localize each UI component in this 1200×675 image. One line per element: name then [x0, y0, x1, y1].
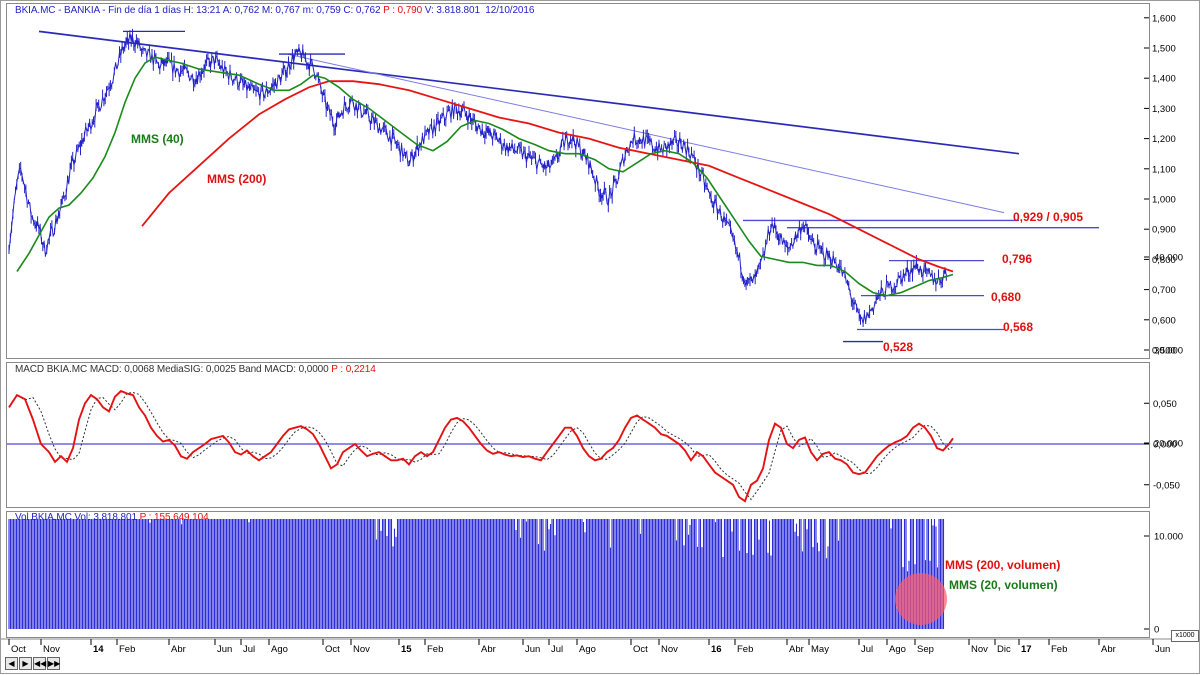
price-y-tick-label: 0,900 — [1152, 225, 1176, 236]
x-tick-label: Nov — [353, 644, 370, 655]
x-tick-label: Feb — [427, 644, 443, 655]
macd-header: MACD BKIA.MC MACD: 0,0068 MediaSIG: 0,00… — [15, 364, 376, 375]
volume-mms200-line — [129, 192, 939, 406]
price-y-tick-label: 1,500 — [1152, 44, 1176, 55]
x-tick-label: Abr — [171, 644, 186, 655]
x-tick-label: 15 — [401, 644, 412, 655]
level-label: 0,796 — [1002, 252, 1032, 266]
volume-y-tick-label: 40.000 — [1154, 253, 1183, 264]
volume-header-p: P : 155.649.104 — [139, 512, 209, 523]
price-y-axis: 1,600 1,500 1,400 1,300 1,200 1,100 1,000 0,900… — [1144, 13, 1176, 357]
level-label: 0,528 — [883, 340, 913, 354]
price-y-tick-label: 1,300 — [1152, 104, 1176, 115]
price-header-text: BKIA.MC - BANKIA - Fin de día 1 días H: … — [15, 5, 381, 16]
level-label: 0,568 — [1003, 320, 1033, 334]
x-tick-label: Feb — [1051, 644, 1067, 655]
x-tick-label: Abr — [789, 644, 804, 655]
x-tick-label: Oct — [325, 644, 340, 655]
highlight-circle — [895, 573, 947, 625]
nav-prev-button[interactable]: ◀ — [5, 657, 18, 670]
x-tick-label: Oct — [11, 644, 26, 655]
x-tick-label: Ago — [271, 644, 288, 655]
volume-y-axis: 40.000 30.000 20.000 10.000 0 — [1144, 253, 1183, 636]
price-y-tick-label: 0,600 — [1152, 315, 1176, 326]
trendline — [38, 30, 1020, 155]
x-tick-label: Jun — [217, 644, 232, 655]
x-tick-label: Jul — [243, 644, 255, 655]
price-header-p: P : 0,790 — [383, 5, 423, 16]
x-tick-label: Nov — [43, 644, 60, 655]
navigation-buttons: ◀ ▶ ◀◀ ▶▶ — [5, 657, 60, 671]
price-y-tick-label: 1,200 — [1152, 134, 1176, 145]
volume-header: Vol BKIA.MC Vol: 3.818.801 P : 155.649.1… — [15, 512, 209, 523]
x-tick-label: 14 — [93, 644, 104, 655]
price-y-tick-label: 1,400 — [1152, 74, 1176, 85]
macd-line — [8, 389, 954, 503]
price-series — [8, 28, 947, 327]
x-tick-label: 17 — [1021, 644, 1032, 655]
x-tick-label: Jun — [1155, 644, 1170, 655]
nav-first-button[interactable]: ◀◀ — [33, 657, 47, 670]
price-y-tick-label: 1,600 — [1152, 13, 1176, 24]
price-y-tick-label: 1,000 — [1152, 195, 1176, 206]
macd-header-text: MACD BKIA.MC MACD: 0,0068 MediaSIG: 0,00… — [15, 364, 329, 375]
macd-pane: MACD BKIA.MC MACD: 0,0068 MediaSIG: 0,00… — [6, 362, 1150, 508]
x-tick-label: Abr — [481, 644, 496, 655]
x-tick-label: May — [811, 644, 829, 655]
x-tick-label: Ago — [579, 644, 596, 655]
price-y-tick-label: 1,100 — [1152, 164, 1176, 175]
mms40-label: MMS (40) — [131, 132, 184, 146]
volume-mms20-label: MMS (20, volumen) — [949, 578, 1058, 592]
mms40-line — [16, 56, 954, 297]
volume-y-tick-label: 20.000 — [1154, 439, 1183, 450]
x-axis: Oct Nov 14 Feb Abr Jun Jul Ago Oct Nov 15 Feb Abr Jun… — [1, 638, 1200, 655]
mms200-label: MMS (200) — [207, 172, 266, 186]
price-y-tick-label: 0,700 — [1152, 285, 1176, 296]
x-tick-label: Jul — [551, 644, 563, 655]
volume-y-tick-label: 0 — [1154, 625, 1159, 636]
x-tick-label: Oct — [633, 644, 648, 655]
x-tick-label: Jun — [525, 644, 540, 655]
x-tick-label: Sep — [917, 644, 934, 655]
volume-header-text: Vol BKIA.MC Vol: 3.818.801 — [15, 512, 137, 523]
volume-bars — [8, 519, 945, 629]
level-label: 0,929 / 0,905 — [1013, 210, 1083, 224]
macd-y-tick-label: 0,050 — [1153, 399, 1177, 410]
price-y-tick-label: 0,800 — [1152, 255, 1176, 266]
x-tick-label: Nov — [661, 644, 678, 655]
zoom-box[interactable]: x1000 — [1171, 630, 1199, 642]
price-pane: BKIA.MC - BANKIA - Fin de día 1 días H: … — [6, 3, 1150, 359]
volume-y-tick-label: 10.000 — [1154, 532, 1183, 543]
price-header-tail: V: 3.818.801 12/10/2016 — [424, 5, 535, 16]
x-tick-label: Abr — [1101, 644, 1116, 655]
macd-signal-line — [8, 391, 954, 501]
x-tick-label: 16 — [711, 644, 722, 655]
level-label: 0,680 — [991, 290, 1021, 304]
x-tick-label: Dic — [997, 644, 1011, 655]
x-tick-label: Jul — [861, 644, 873, 655]
x-tick-label: Feb — [119, 644, 135, 655]
nav-last-button[interactable]: ▶▶ — [47, 657, 61, 670]
x-tick-label: Ago — [889, 644, 906, 655]
x-tick-label: Feb — [737, 644, 753, 655]
x-tick-label: Nov — [971, 644, 988, 655]
macd-y-axis: 0,050 0,000 -0,050 — [1144, 399, 1180, 491]
volume-mms200-label: MMS (200, volumen) — [945, 558, 1060, 572]
macd-y-tick-label: 0,000 — [1153, 440, 1177, 451]
mms200-line — [141, 80, 954, 273]
macd-header-p: P : 0,2214 — [331, 364, 376, 375]
price-y-tick-label: 0,500 — [1152, 346, 1176, 357]
macd-y-tick-label: -0,050 — [1153, 480, 1180, 491]
price-header: BKIA.MC - BANKIA - Fin de día 1 días H: … — [15, 5, 534, 16]
nav-next-button[interactable]: ▶ — [19, 657, 32, 670]
volume-y-tick-label: 30.000 — [1154, 346, 1183, 357]
